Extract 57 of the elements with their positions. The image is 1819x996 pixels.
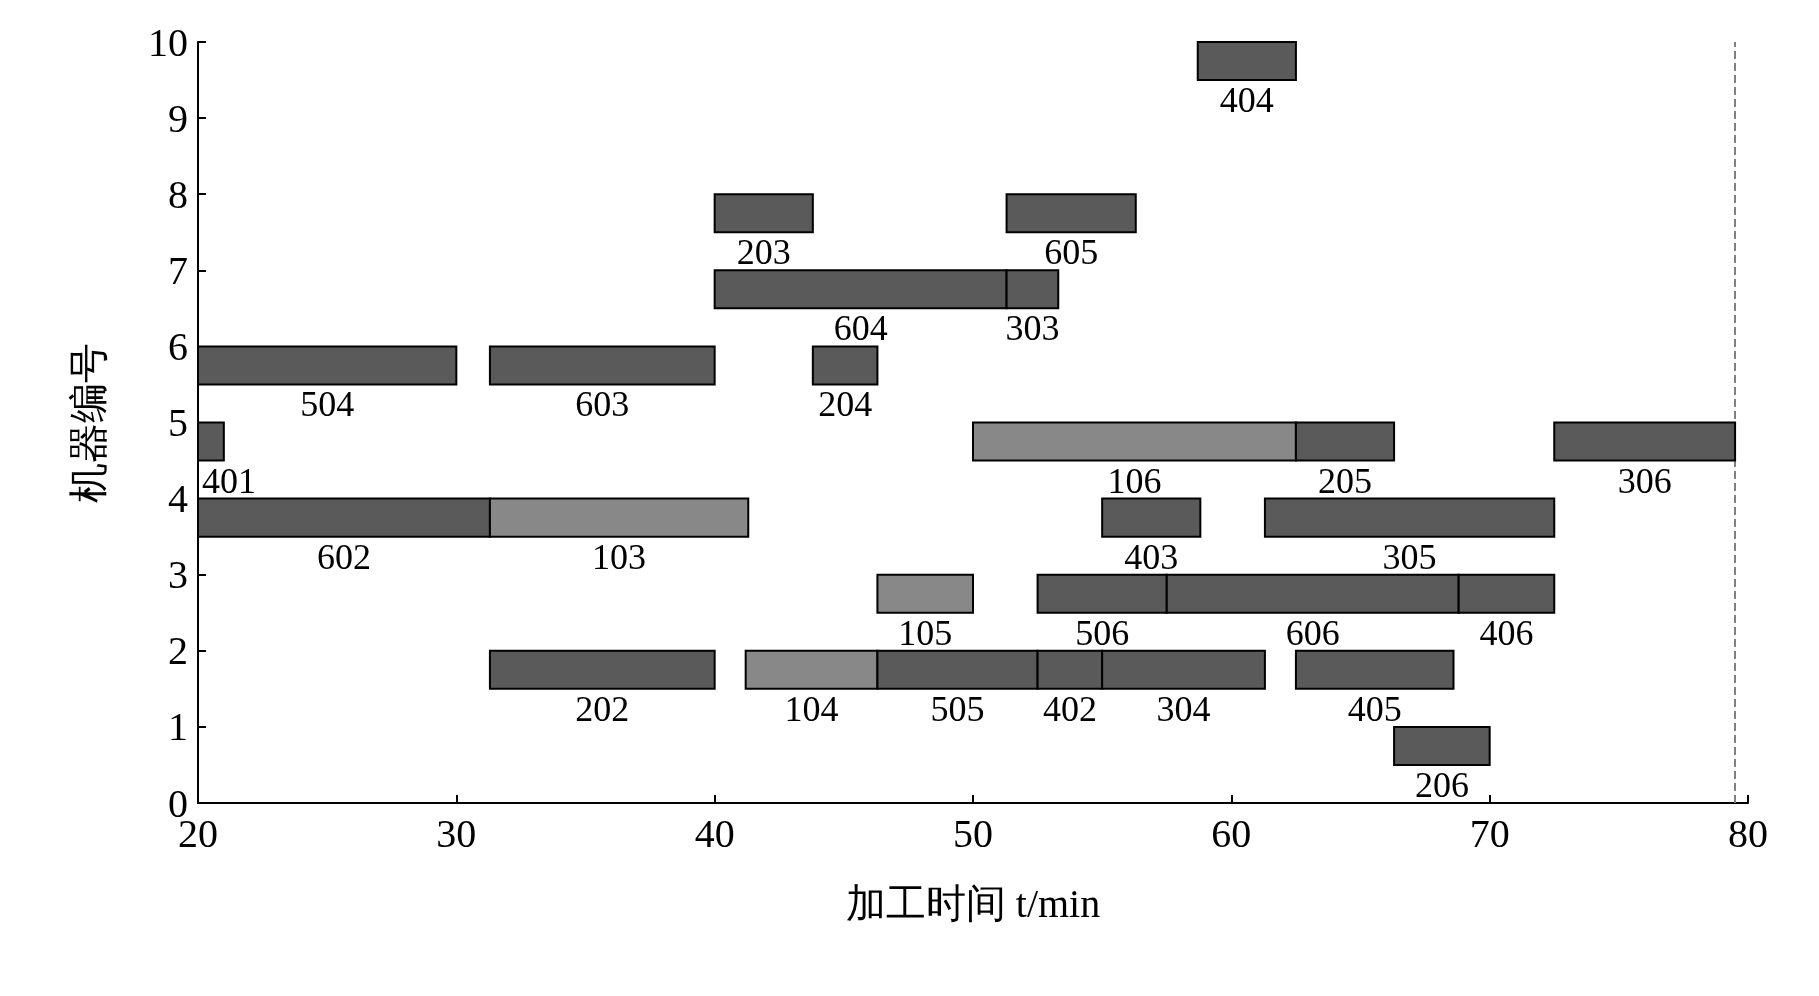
y-tick-label: 7 — [168, 247, 188, 293]
bar — [811, 345, 879, 386]
series-label: 406 — [1479, 612, 1534, 653]
series-label: 405 — [1347, 688, 1402, 729]
y-tick-label: 1 — [168, 704, 188, 750]
y-tick-label: 5 — [168, 400, 188, 445]
series-label: 606 — [1285, 612, 1340, 653]
series-label: 202 — [575, 688, 630, 729]
series-label: 404 — [1219, 80, 1274, 121]
bar — [713, 193, 814, 234]
y-tick-label: 6 — [168, 323, 188, 369]
series-label: 603 — [575, 384, 630, 425]
bar — [1294, 649, 1455, 690]
series-label: 306 — [1617, 460, 1672, 501]
x-tick-label: 40 — [694, 810, 735, 856]
series-label: 205 — [1318, 460, 1372, 501]
y-axis-title: 机器编号 — [65, 342, 111, 503]
bar — [488, 345, 716, 386]
series-label: 506 — [1075, 612, 1130, 653]
y-tick-label: 8 — [168, 171, 188, 217]
series-label: 504 — [300, 384, 355, 425]
bar — [1553, 421, 1737, 462]
series-label: 103 — [592, 536, 647, 577]
series-label: 304 — [1156, 688, 1211, 729]
x-tick-label: 70 — [1469, 810, 1510, 856]
series-label: 305 — [1382, 536, 1437, 577]
series-label: 104 — [784, 688, 839, 729]
x-axis-title: 加工时间 t/min — [845, 880, 1101, 926]
series-label: 106 — [1107, 460, 1162, 501]
series-label: 206 — [1414, 764, 1469, 805]
series-label: 105 — [898, 612, 953, 653]
x-tick-label: 80 — [1728, 810, 1768, 856]
series-label: 403 — [1124, 536, 1179, 577]
series-label: 604 — [833, 308, 888, 349]
x-tick-label: 30 — [436, 810, 477, 856]
series-label: 401 — [202, 460, 256, 501]
y-tick-label: 10 — [148, 19, 188, 65]
bar — [1101, 497, 1202, 538]
series-label: 605 — [1044, 232, 1099, 273]
series-label: 602 — [316, 536, 371, 577]
y-tick-label: 9 — [168, 95, 188, 141]
series-label: 303 — [1005, 308, 1060, 349]
series-label: 203 — [736, 232, 791, 273]
series-label: 402 — [1042, 688, 1097, 729]
series-label: 505 — [930, 688, 985, 729]
series-label: 204 — [818, 384, 873, 425]
y-tick-label: 4 — [168, 476, 188, 522]
bar — [1263, 497, 1556, 538]
y-tick-label: 3 — [168, 552, 188, 598]
bar — [876, 573, 974, 614]
x-tick-label: 50 — [953, 810, 993, 856]
y-tick-label: 2 — [168, 628, 188, 674]
bar — [488, 649, 716, 690]
bar — [1005, 193, 1137, 234]
bar — [1393, 725, 1491, 766]
x-tick-label: 60 — [1211, 810, 1252, 856]
bar — [1196, 41, 1297, 82]
